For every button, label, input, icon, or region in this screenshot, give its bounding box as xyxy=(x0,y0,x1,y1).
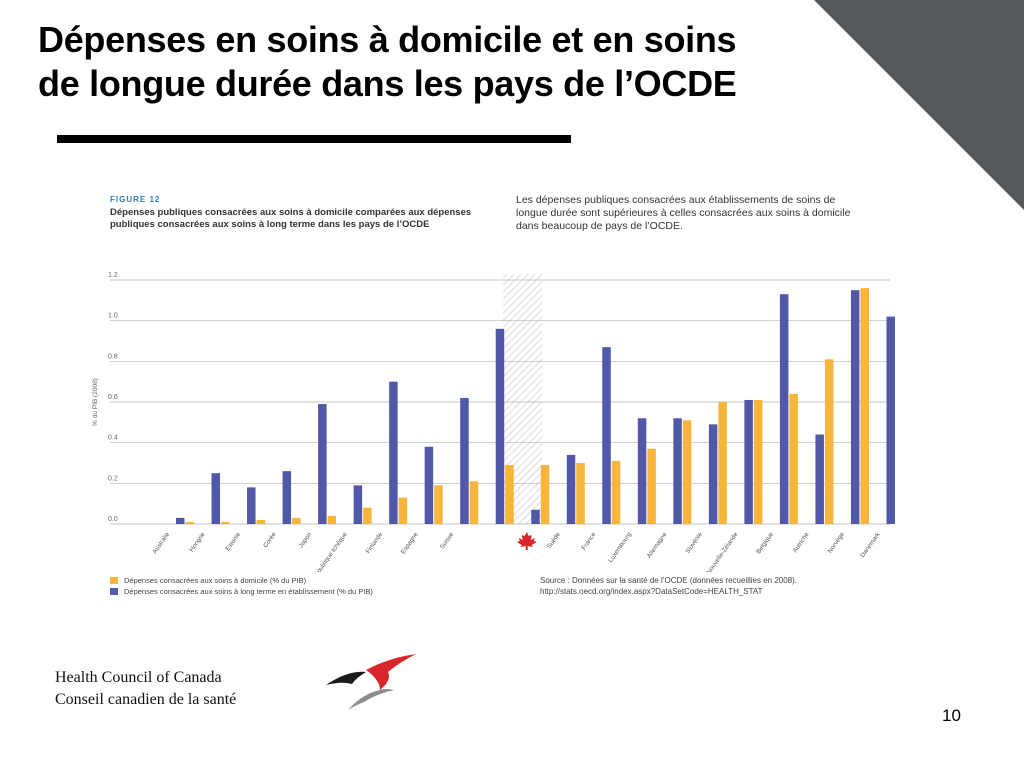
x-tick-label: Hongrie xyxy=(188,531,207,553)
bar-long-term xyxy=(318,404,327,524)
bar-long-term xyxy=(850,290,860,524)
source-url: http://stats.oecd.org/index.aspx?DataSet… xyxy=(540,587,763,596)
bar-home-care xyxy=(505,465,514,524)
bar-long-term xyxy=(744,399,753,524)
maple-leaf-icon xyxy=(516,532,537,550)
bar-long-term xyxy=(247,487,256,524)
bar-home-care xyxy=(576,463,585,524)
bar-home-care xyxy=(363,507,372,524)
x-tick-label: Espagne xyxy=(400,531,420,556)
bar-home-care xyxy=(682,420,692,524)
x-tick-label: Suède xyxy=(546,531,562,550)
organization-name: Health Council of Canada Conseil canadie… xyxy=(55,667,236,711)
bar-home-care xyxy=(753,399,763,524)
org-name-french: Conseil canadien de la santé xyxy=(55,691,237,708)
bar-long-term xyxy=(673,418,682,524)
bar-home-care xyxy=(611,460,621,524)
legend-label-long-term: Dépenses consacrées aux soins à long ter… xyxy=(124,587,373,596)
bar-long-term xyxy=(211,473,221,524)
slide-title: Dépenses en soins à domicile et en soins… xyxy=(38,18,737,106)
bar-home-care xyxy=(221,521,230,524)
x-tick-label: Suisse xyxy=(439,531,456,551)
y-tick-label: 1.2 xyxy=(108,272,118,279)
bar-home-care xyxy=(647,448,656,524)
figure-caption: Dépenses publiques consacrées aux soins … xyxy=(110,207,472,230)
slide-title-line-2: de longue durée dans les pays de l’OCDE xyxy=(38,63,737,104)
y-axis-label: % du PIB (2008) xyxy=(92,378,99,426)
bar-long-term xyxy=(886,316,895,524)
title-underline xyxy=(57,135,571,143)
bar-long-term xyxy=(815,434,824,524)
bar-long-term xyxy=(779,294,789,524)
bar-home-care xyxy=(256,519,266,524)
x-tick-label: République tchèque xyxy=(311,531,349,572)
bar-home-care xyxy=(292,517,301,524)
bar-long-term xyxy=(282,471,292,524)
org-name-english: Health Council of Canada xyxy=(55,669,222,686)
slide-title-line-1: Dépenses en soins à domicile et en soins xyxy=(38,19,737,60)
x-tick-label: Allemagne xyxy=(646,531,669,560)
y-tick-label: 0.0 xyxy=(108,516,118,523)
bar-long-term xyxy=(176,517,185,524)
y-tick-label: 0.6 xyxy=(108,394,118,401)
bar-long-term xyxy=(353,485,363,524)
y-tick-label: 1.0 xyxy=(108,313,118,320)
y-tick-label: 0.4 xyxy=(108,435,118,442)
x-tick-label: Slovénie xyxy=(684,531,704,555)
bar-long-term xyxy=(424,446,434,524)
bar-home-care xyxy=(185,521,195,524)
y-tick-label: 0.8 xyxy=(108,353,118,360)
bar-home-care xyxy=(860,288,869,524)
bar-home-care xyxy=(327,515,337,524)
page-number: 10 xyxy=(942,706,961,725)
figure-label: FIGURE 12 xyxy=(110,195,161,204)
bar-home-care xyxy=(789,393,798,524)
bar-home-care xyxy=(824,359,834,524)
bar-long-term xyxy=(531,509,540,524)
bar-long-term xyxy=(460,397,469,524)
bar-long-term xyxy=(708,424,718,524)
y-tick-label: 0.2 xyxy=(108,475,118,482)
x-tick-label: Luxembourg xyxy=(607,531,633,564)
bar-long-term xyxy=(566,454,576,524)
x-tick-label: Japon xyxy=(298,531,314,549)
x-tick-label: Belgique xyxy=(755,531,775,555)
x-tick-label: France xyxy=(580,531,597,551)
x-tick-label: Corée xyxy=(262,531,278,549)
bar-home-care xyxy=(469,481,479,524)
source-text: Source : Données sur la santé de l’OCDE … xyxy=(540,576,798,585)
bar-home-care xyxy=(540,465,550,524)
legend-swatch-long-term xyxy=(110,588,118,595)
figure-note: Les dépenses publiques consacrées aux ét… xyxy=(516,194,851,232)
x-tick-label: Finlande xyxy=(365,531,385,555)
bar-long-term xyxy=(637,418,647,524)
x-tick-label: Australie xyxy=(151,531,171,555)
x-tick-label: Danemark xyxy=(859,530,882,559)
chart-legend: Dépenses consacrées aux soins à domicile… xyxy=(110,575,373,597)
bar-home-care xyxy=(434,485,443,524)
x-tick-label: Nouvelle-Zélande xyxy=(705,531,739,572)
bar-home-care xyxy=(398,497,408,524)
legend-item-home-care: Dépenses consacrées aux soins à domicile… xyxy=(110,575,373,586)
x-tick-label: Estonie xyxy=(224,531,242,553)
x-tick-label: Norvège xyxy=(827,531,847,555)
bar-home-care xyxy=(718,402,727,524)
legend-label-home-care: Dépenses consacrées aux soins à domicile… xyxy=(124,576,307,585)
legend-swatch-home-care xyxy=(110,577,118,584)
bar-long-term xyxy=(602,347,611,524)
corner-decoration xyxy=(814,0,1024,210)
figure-source: Source : Données sur la santé de l’OCDE … xyxy=(540,575,900,597)
x-tick-label: Autriche xyxy=(792,531,811,554)
legend-item-long-term: Dépenses consacrées aux soins à long ter… xyxy=(110,586,373,597)
bird-logo-icon xyxy=(326,654,416,710)
bar-long-term xyxy=(495,328,505,524)
bar-chart: 0.0 0.2 0.4 0.6 0.8 1.0 1.2 % du PIB (2008) Aust… xyxy=(92,272,895,572)
bar-long-term xyxy=(389,381,398,524)
